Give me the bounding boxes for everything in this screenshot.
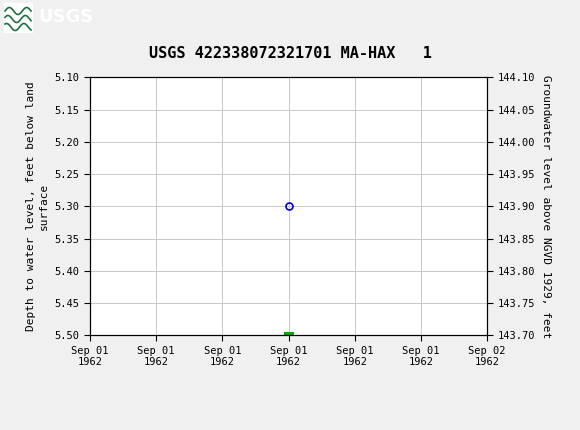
- Bar: [284, 332, 293, 338]
- Y-axis label: Depth to water level, feet below land
surface: Depth to water level, feet below land su…: [26, 82, 49, 331]
- Y-axis label: Groundwater level above NGVD 1929, feet: Groundwater level above NGVD 1929, feet: [541, 75, 550, 338]
- Text: USGS: USGS: [38, 9, 93, 27]
- Text: USGS 422338072321701 MA-HAX   1: USGS 422338072321701 MA-HAX 1: [148, 46, 432, 61]
- Bar: [4, 3, 32, 32]
